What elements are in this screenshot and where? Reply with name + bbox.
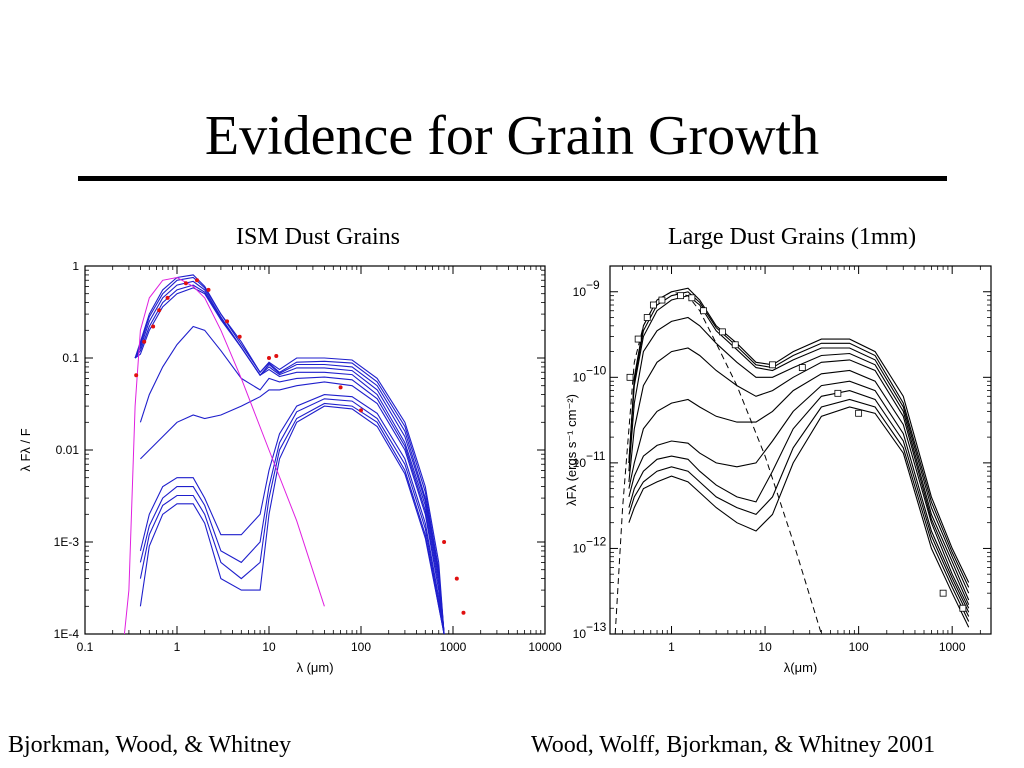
stellar-photosphere-line [123,276,325,634]
model-sed-line [139,402,445,634]
observed-data-point [338,385,343,390]
model-sed-line [628,287,970,583]
y-tick-exponent: −9 [586,278,600,292]
model-sed-line [134,287,445,634]
observed-data-point [700,307,707,315]
model-sed-line [139,325,445,634]
observed-data-point [151,324,156,329]
observed-data-point [454,576,459,581]
model-sed-line [140,381,445,634]
observed-data-point [939,589,947,597]
observed-data-point [225,319,230,324]
plot-frame [609,265,992,635]
observed-data-point [359,408,363,413]
observed-data-point [626,373,634,381]
model-sed-line [628,291,970,588]
observed-data-point [274,354,279,359]
y-tick-exponent: −11 [586,449,606,463]
model-sed-line [628,316,970,601]
model-sed-line [134,274,445,634]
x-tick-label: 10 [262,640,276,654]
observed-data-point [267,356,271,360]
x-axis-label: λ(μm) [784,660,817,675]
x-tick-label: 100 [849,640,869,654]
observed-data-point [183,281,188,286]
y-tick-exponent: −12 [586,534,607,548]
model-sed-line [134,280,445,634]
y-tick-label: 1 [72,262,79,273]
model-sed-line [628,369,970,609]
y-tick-label: 1E-4 [54,627,80,641]
observed-data-point [142,339,147,344]
y-axis-label: λFλ (ergs s⁻¹ cm⁻²) [564,394,579,506]
model-sed-line [628,380,970,613]
observed-data-point [134,373,139,378]
y-tick-label: 10 [573,627,587,641]
observed-data-point [442,540,447,544]
observed-data-point [157,308,162,313]
right-citation: Wood, Wolff, Bjorkman, & Whitney 2001 [531,732,936,758]
observed-data-point [855,409,863,417]
x-tick-label: 100 [351,640,371,654]
x-tick-label: 1000 [440,640,467,654]
y-tick-exponent: −10 [586,363,607,377]
model-sed-line [628,398,970,622]
observed-data-point [959,604,967,612]
right-chart-subtitle: Large Dust Grains (1mm) [668,224,917,250]
model-sed-line [134,276,445,634]
stellar-photosphere-line [614,291,822,634]
model-sed-line [139,394,445,634]
observed-data-point [688,294,696,302]
observed-data-point [634,335,642,343]
x-tick-label: 10 [758,640,772,654]
series-group [123,274,466,634]
y-tick-label: 1E-3 [54,535,80,549]
y-tick-label: 0.01 [56,443,80,457]
observed-data-point [643,314,651,321]
observed-data-point [769,361,776,369]
x-tick-label: 1 [174,640,181,654]
model-sed-line [628,406,970,628]
y-tick-label: 0.1 [62,351,79,365]
observed-data-point [461,610,466,615]
y-tick-label: 10 [573,541,587,555]
left-citation: Bjorkman, Wood, & Whitney [8,732,292,758]
model-sed-line [134,284,445,634]
model-sed-line [139,405,445,634]
x-tick-label: 1 [668,640,675,654]
y-axis-label: λ Fλ / F [20,428,33,471]
left-chart-subtitle: ISM Dust Grains [236,224,401,250]
observed-data-point [834,389,842,397]
x-axis-label: λ (μm) [296,660,333,675]
observed-data-point [237,334,242,339]
title-underline [78,176,947,181]
series-group [614,287,970,634]
slide-title: Evidence for Grain Growth [204,105,820,167]
y-tick-exponent: −13 [586,620,607,634]
model-sed-line [628,295,970,594]
observed-data-point [165,295,170,300]
x-tick-label: 1000 [939,640,966,654]
observed-data-point [195,278,200,283]
observed-data-point [206,287,211,292]
y-tick-label: 10 [573,370,587,384]
observed-data-point [731,341,739,349]
x-tick-label: 0.1 [77,640,94,654]
x-tick-label: 10000 [528,640,562,654]
observed-data-point [719,328,726,336]
model-sed-line [139,398,445,634]
model-sed-line [628,347,970,605]
y-tick-label: 10 [573,456,587,470]
observed-data-point [649,301,657,309]
ism-dust-sed-chart: 0.1 1 10 100 1000 10000 1E-4 1E-3 0.01 0.1 1 λ (μm)… [20,262,562,675]
y-tick-label: 10 [573,285,587,299]
observed-data-point [798,364,806,371]
observed-data-point [658,296,666,304]
model-sed-line [628,390,970,617]
observed-data-point [677,292,684,300]
